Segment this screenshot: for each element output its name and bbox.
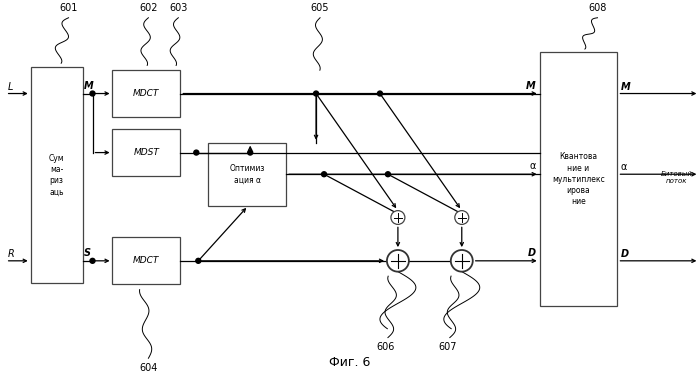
Text: Битовый
поток: Битовый поток — [661, 171, 692, 183]
Text: 606: 606 — [377, 343, 395, 352]
Text: MDCT: MDCT — [133, 89, 160, 98]
Text: M: M — [83, 80, 93, 91]
Bar — [113, 70, 181, 117]
Text: MDCT: MDCT — [133, 256, 160, 265]
Text: MDST: MDST — [134, 148, 160, 157]
Text: 604: 604 — [139, 363, 158, 373]
Circle shape — [455, 211, 469, 224]
Text: D: D — [528, 248, 536, 258]
Circle shape — [90, 258, 95, 263]
Text: M: M — [526, 80, 536, 91]
Text: L: L — [8, 82, 13, 92]
Text: D: D — [620, 249, 629, 259]
Circle shape — [248, 150, 253, 155]
Text: 602: 602 — [139, 3, 158, 13]
Circle shape — [386, 172, 391, 177]
Text: Квантова
ние и
мультиплекс
ирова
ние: Квантова ние и мультиплекс ирова ние — [552, 152, 605, 206]
Bar — [113, 237, 181, 284]
Circle shape — [314, 91, 318, 96]
Text: 601: 601 — [60, 3, 78, 13]
Bar — [113, 129, 181, 176]
Text: 605: 605 — [311, 3, 329, 13]
Circle shape — [196, 258, 201, 263]
Bar — [31, 67, 83, 284]
Text: 607: 607 — [439, 343, 457, 352]
Circle shape — [377, 91, 382, 96]
Text: α: α — [620, 162, 626, 172]
Circle shape — [391, 211, 405, 224]
Text: α: α — [529, 161, 536, 171]
Text: R: R — [8, 249, 15, 259]
Text: Оптимиз
ация α: Оптимиз ация α — [230, 164, 265, 184]
Circle shape — [194, 150, 199, 155]
Circle shape — [387, 250, 409, 271]
Circle shape — [451, 250, 473, 271]
Text: S: S — [83, 248, 90, 258]
Text: M: M — [620, 82, 630, 92]
Text: Сум
ма-
риз
аць: Сум ма- риз аць — [49, 154, 64, 196]
Text: Фиг. 6: Фиг. 6 — [329, 356, 371, 369]
Circle shape — [90, 91, 95, 96]
Text: 608: 608 — [588, 3, 607, 13]
Text: 603: 603 — [169, 3, 188, 13]
Bar — [540, 52, 617, 306]
Bar — [209, 143, 286, 206]
Circle shape — [321, 172, 326, 177]
